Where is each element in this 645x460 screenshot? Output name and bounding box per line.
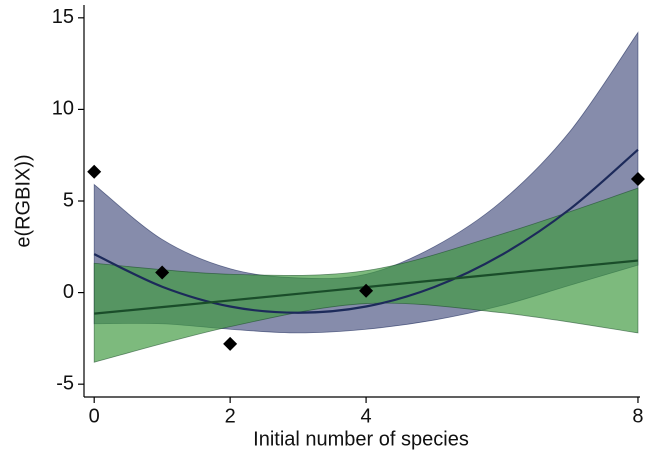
data-point xyxy=(359,283,374,298)
x-tick-label: 0 xyxy=(89,405,100,427)
y-tick-label: -5 xyxy=(56,372,74,394)
y-tick-label: 5 xyxy=(63,189,74,211)
x-tick-label: 2 xyxy=(225,405,236,427)
data-point xyxy=(87,164,102,179)
confidence-band xyxy=(93,187,639,363)
data-point xyxy=(155,265,170,280)
x-axis-label: Initial number of species xyxy=(253,428,469,450)
fit-line xyxy=(93,148,639,314)
y-tick-label: 15 xyxy=(52,6,74,28)
x-tick-label: 8 xyxy=(632,405,643,427)
data-point xyxy=(630,172,645,187)
x-tick-label: 4 xyxy=(361,405,372,427)
data-point xyxy=(223,336,238,351)
y-tick-label: 10 xyxy=(52,98,74,120)
y-axis-label: e(RGBIX)) xyxy=(12,154,34,247)
y-tick-label: 0 xyxy=(63,281,74,303)
